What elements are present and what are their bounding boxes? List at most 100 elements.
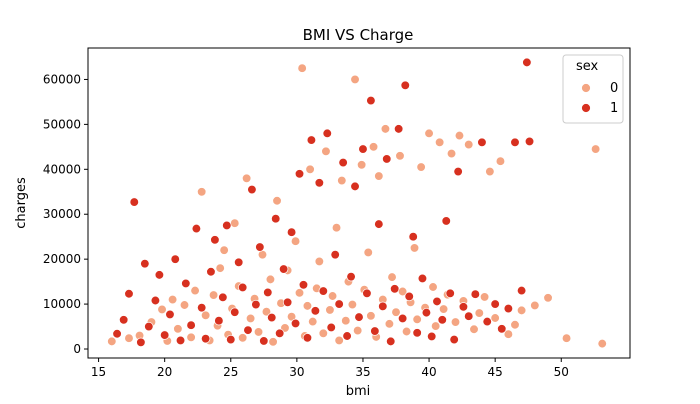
chart-title: BMI VS Charge [303, 26, 414, 44]
data-point-s0-90 [479, 292, 490, 302]
data-point-s0-23 [241, 173, 252, 183]
data-point-s0-35 [286, 312, 297, 322]
data-point-s1-85 [490, 299, 500, 309]
data-point-s1-63 [386, 336, 396, 347]
data-point-s1-3 [129, 197, 139, 207]
data-point-s0-65 [380, 124, 391, 134]
data-point-s1-29 [251, 299, 261, 310]
data-point-s1-22 [222, 220, 232, 231]
data-point-s0-24 [245, 313, 256, 324]
x-tick-label: 35 [355, 365, 370, 379]
data-point-s0-67 [387, 272, 397, 282]
x-tick-label: 25 [223, 365, 238, 379]
data-point-s1-89 [516, 285, 527, 296]
data-point-s1-70 [412, 328, 422, 338]
data-point-s0-79 [431, 321, 441, 331]
data-point-s0-44 [314, 256, 324, 267]
data-point-s1-10 [165, 309, 175, 320]
data-point-s1-71 [417, 273, 428, 284]
data-point-s0-75 [416, 162, 426, 172]
data-point-s1-51 [338, 157, 348, 168]
data-point-s0-54 [347, 299, 358, 310]
data-point-s0-100 [590, 144, 601, 154]
y-tick-label: 20000 [43, 252, 81, 266]
data-point-s1-59 [370, 326, 380, 336]
x-tick-label: 45 [488, 365, 503, 379]
data-point-s1-8 [154, 270, 165, 280]
data-point-s1-61 [378, 301, 388, 311]
y-axis: 0 10000 20000 30000 40000 50000 60000 [43, 72, 88, 356]
data-point-s0-52 [341, 316, 351, 326]
data-point-s1-26 [238, 282, 248, 293]
data-point-s1-88 [510, 137, 520, 148]
data-point-s0-80 [434, 137, 445, 148]
data-point-s1-37 [282, 297, 293, 307]
x-tick-label: 50 [554, 365, 569, 379]
data-point-s0-89 [474, 308, 484, 318]
data-point-s1-54 [350, 181, 360, 192]
y-tick-label: 50000 [43, 117, 81, 131]
y-axis-label: charges [14, 177, 29, 229]
data-point-s1-19 [210, 235, 220, 245]
data-point-s0-91 [485, 166, 495, 177]
data-point-s1-49 [330, 250, 340, 260]
data-point-s0-46 [321, 146, 331, 156]
data-point-s1-36 [279, 264, 289, 274]
data-point-s0-98 [543, 293, 553, 303]
data-point-s1-91 [524, 136, 535, 147]
data-point-s1-35 [275, 328, 285, 338]
data-point-s1-4 [136, 337, 146, 347]
legend-label-0: 0 [610, 81, 618, 96]
data-point-s1-1 [119, 315, 129, 325]
data-point-s1-47 [322, 128, 332, 139]
data-point-s1-86 [497, 324, 507, 334]
data-point-s1-84 [482, 316, 492, 327]
data-point-s0-31 [272, 196, 282, 206]
data-point-s1-60 [374, 219, 384, 229]
data-point-s0-94 [503, 329, 514, 339]
data-point-s0-4 [157, 304, 167, 315]
data-point-s0-63 [374, 171, 384, 181]
data-point-s0-47 [325, 305, 335, 315]
data-point-s1-44 [310, 306, 321, 316]
x-tick-label: 40 [421, 365, 436, 379]
data-point-s1-33 [267, 312, 277, 323]
data-point-s1-23 [226, 334, 236, 345]
data-point-s0-22 [238, 333, 248, 343]
legend: sex 0 1 [562, 54, 624, 124]
data-point-s0-93 [495, 156, 506, 166]
data-point-s0-40 [302, 301, 313, 311]
data-point-s0-1 [124, 333, 134, 343]
data-point-s1-13 [181, 278, 191, 289]
data-point-s1-87 [503, 303, 514, 314]
data-point-s0-81 [438, 304, 449, 314]
y-tick-label: 30000 [43, 207, 81, 221]
data-point-s1-52 [342, 331, 352, 341]
data-point-s1-18 [206, 267, 216, 277]
data-point-s1-62 [382, 154, 392, 164]
x-tick-label: 15 [91, 365, 106, 379]
legend-title: sex [576, 59, 599, 74]
data-point-s1-6 [144, 321, 154, 332]
data-point-s1-38 [286, 227, 297, 237]
data-point-s1-78 [449, 334, 459, 345]
data-point-s1-5 [140, 259, 150, 269]
y-tick-label: 0 [73, 342, 81, 356]
data-point-s1-41 [298, 280, 309, 290]
data-point-s0-85 [454, 130, 465, 141]
data-point-s0-77 [424, 128, 434, 139]
data-point-s0-0 [107, 336, 117, 347]
data-point-s0-41 [305, 164, 315, 174]
data-point-s0-38 [297, 63, 307, 73]
data-point-s1-43 [306, 135, 317, 145]
data-point-s0-17 [219, 245, 229, 255]
data-point-s0-50 [334, 335, 344, 346]
data-point-s0-55 [350, 74, 360, 85]
data-point-s0-10 [190, 285, 200, 296]
data-point-s0-6 [167, 294, 178, 305]
data-point-s0-101 [597, 338, 607, 349]
data-point-s1-57 [362, 288, 372, 298]
data-point-s1-53 [346, 272, 356, 282]
data-point-s0-97 [530, 300, 540, 311]
